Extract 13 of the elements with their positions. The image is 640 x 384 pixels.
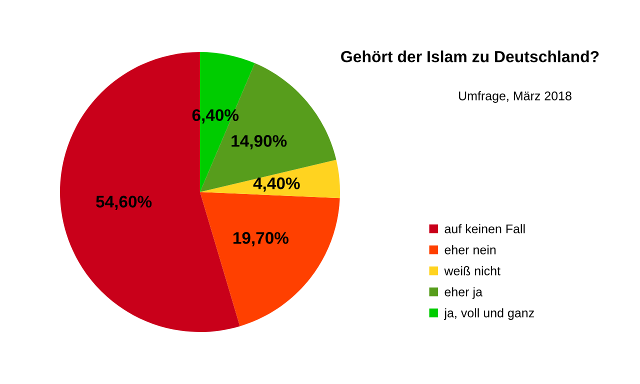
data-label: 14,90%: [232, 135, 287, 150]
data-label: 54,60%: [96, 196, 152, 210]
legend-label: auf keinen Fall: [444, 224, 525, 234]
legend-label: eher nein: [444, 245, 496, 254]
text: Umfrage, März 2018: [459, 91, 572, 103]
legend-label: weiß nicht: [444, 266, 500, 276]
legend-label: ja, voll und ganz: [444, 308, 534, 320]
data-label: 4,40%: [253, 177, 300, 192]
pie-slice: [200, 192, 340, 326]
data-label: 19,70%: [233, 232, 289, 246]
chart-title: Gehört der Islam zu Deutschland?: [341, 50, 599, 62]
legend-label: eher ja: [444, 287, 482, 299]
pie-slice: [200, 160, 340, 198]
